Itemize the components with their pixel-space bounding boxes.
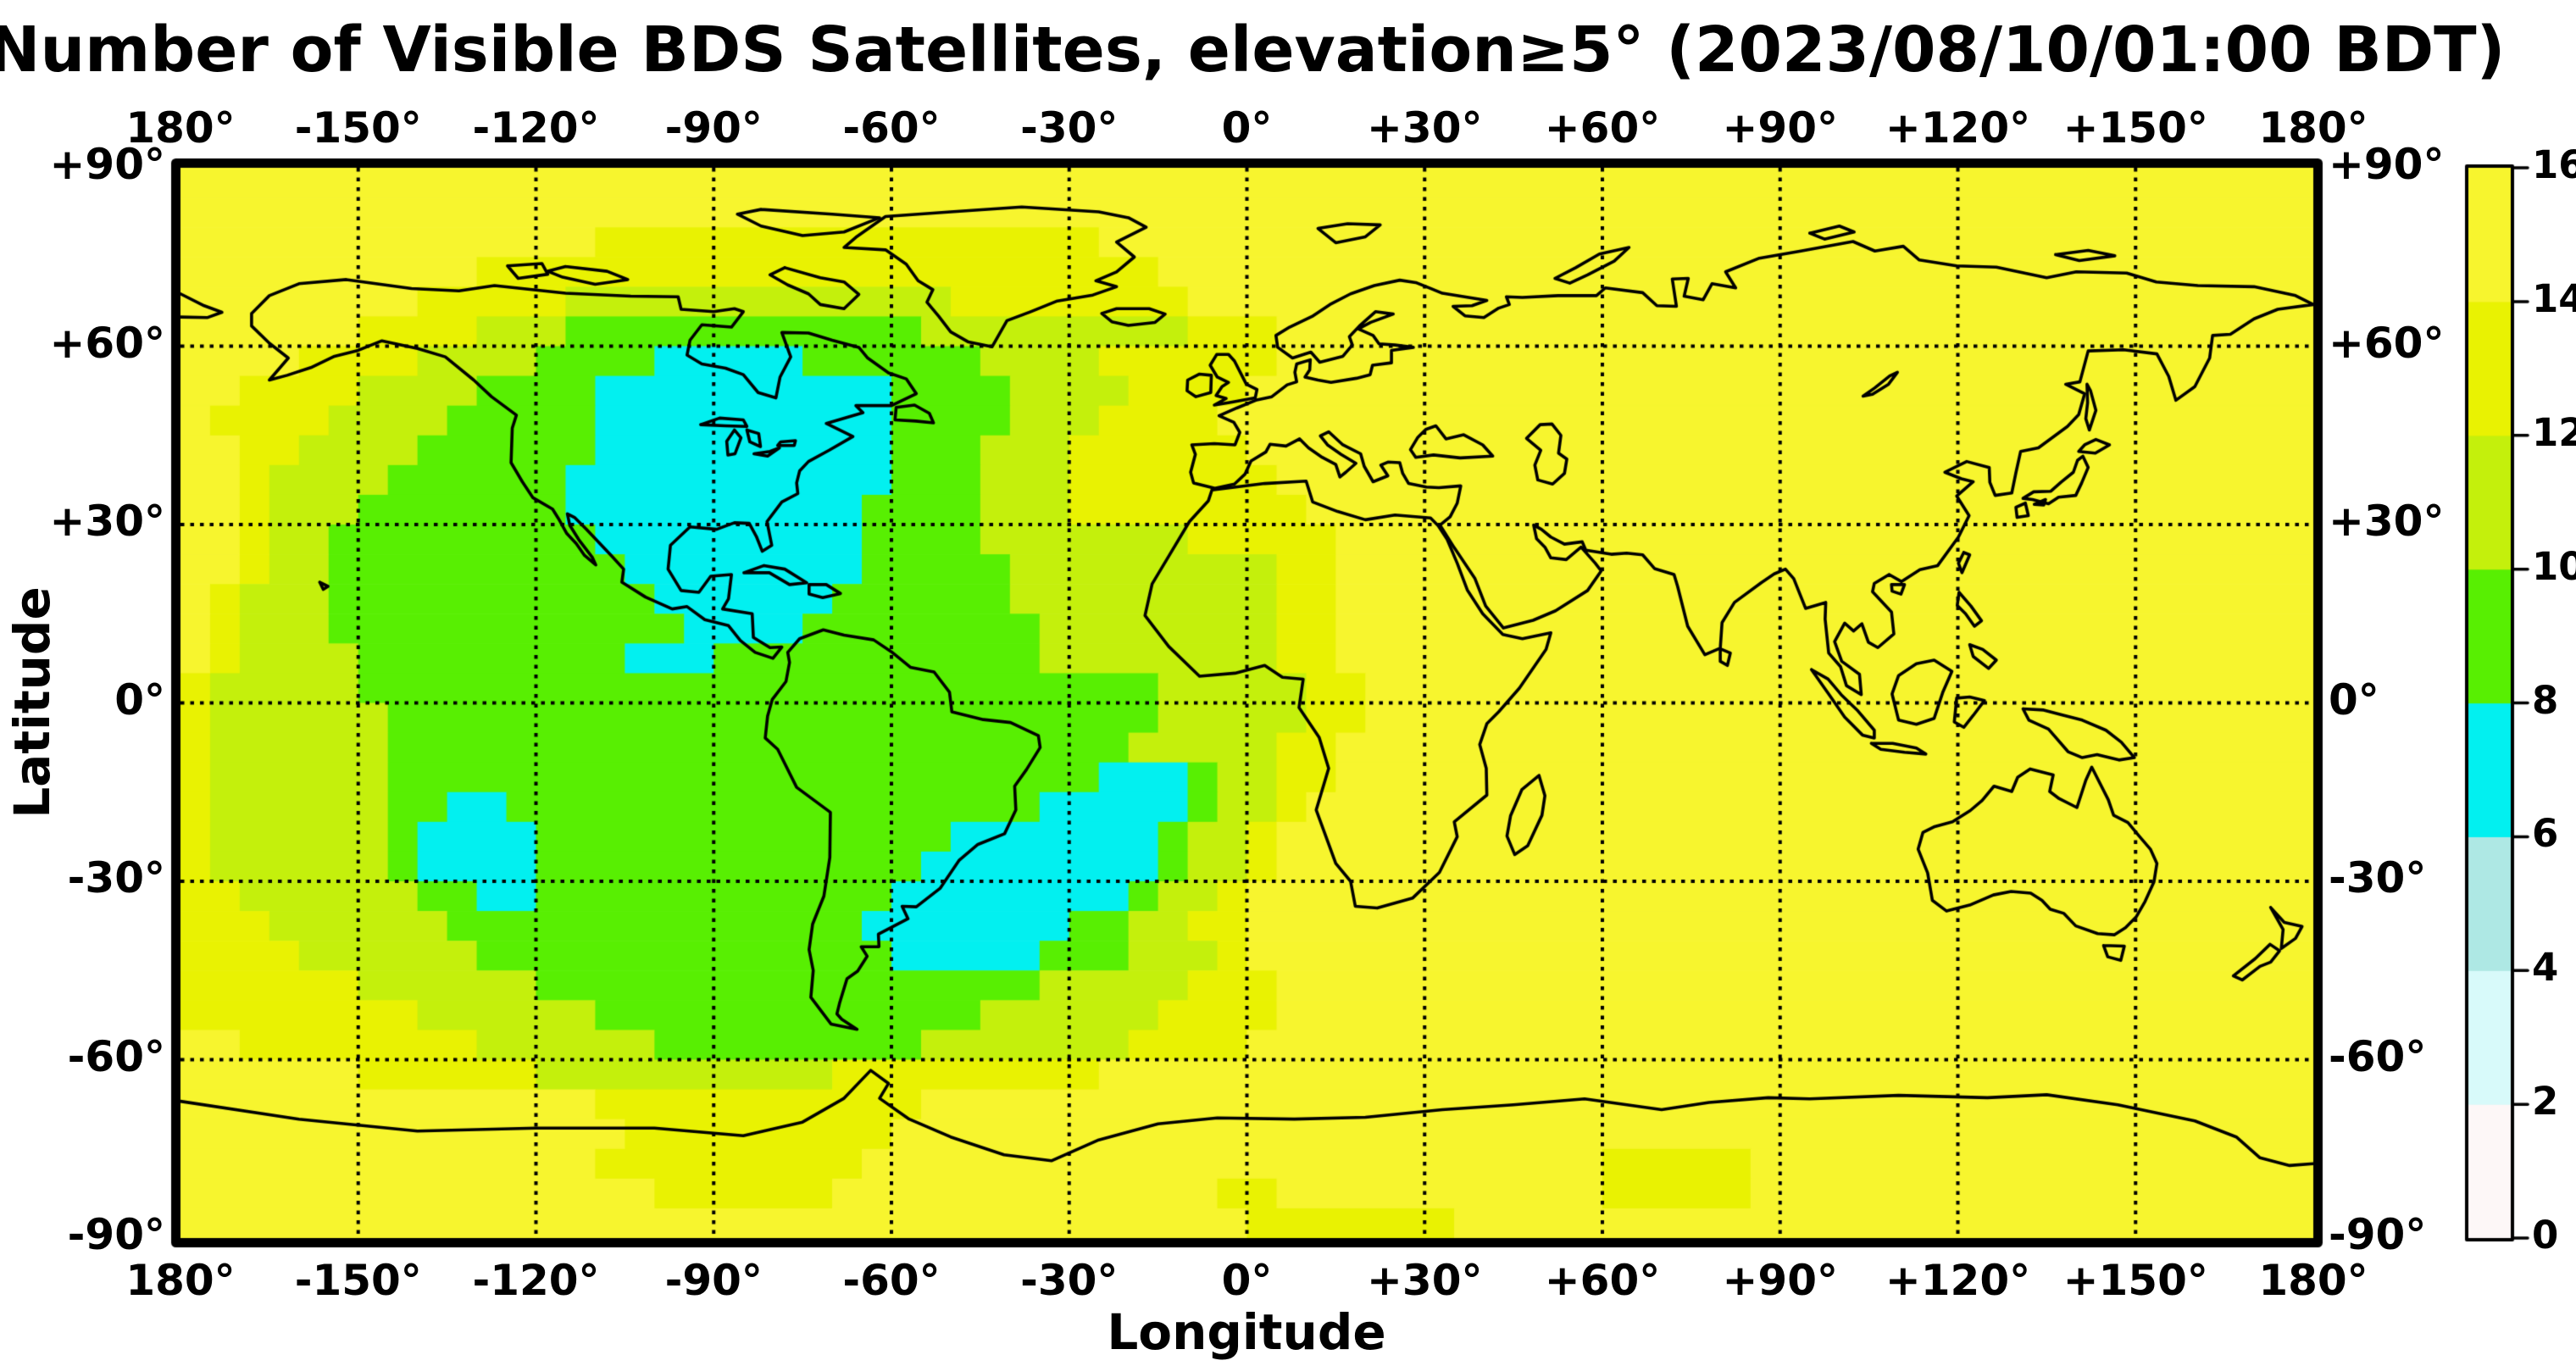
x-tick-label-bottom: 0°: [1221, 1256, 1273, 1305]
y-tick-label-left: +60°: [49, 318, 165, 368]
x-tick-label-bottom: 180°: [2258, 1256, 2368, 1305]
y-tick-label-right: -90°: [2329, 1210, 2427, 1259]
y-tick-label-left: -60°: [67, 1031, 165, 1081]
colorbar-tick-label: 10: [2532, 543, 2576, 589]
y-tick-label-right: -30°: [2329, 853, 2427, 902]
x-tick-label-top: +90°: [1722, 103, 1838, 153]
colorbar-tick-label: 14: [2532, 275, 2576, 321]
x-tick-label-top: +120°: [1885, 103, 2031, 153]
colorbar-tick-label: 0: [2532, 1213, 2559, 1258]
x-tick-label-top: +150°: [2062, 103, 2208, 153]
x-tick-label-top: -30°: [1020, 103, 1119, 153]
x-tick-label-bottom: +150°: [2062, 1256, 2208, 1305]
x-tick-label-top: 180°: [2258, 103, 2368, 153]
colorbar-tick-label: 2: [2532, 1079, 2559, 1124]
y-tick-label-left: 0°: [114, 675, 165, 725]
colorbar-tick-label: 16: [2532, 142, 2576, 187]
x-tick-label-bottom: 180°: [125, 1256, 236, 1305]
y-tick-label-right: 0°: [2329, 675, 2379, 725]
x-tick-label-top: 0°: [1221, 103, 1273, 153]
x-axis-title: Longitude: [1107, 1303, 1386, 1361]
colorbar-tick-label: 8: [2532, 677, 2559, 723]
x-tick-label-top: -90°: [664, 103, 763, 153]
x-tick-label-bottom: -150°: [294, 1256, 422, 1305]
y-tick-label-right: +90°: [2329, 140, 2445, 189]
x-tick-label-bottom: +120°: [1885, 1256, 2031, 1305]
x-tick-label-top: -60°: [842, 103, 941, 153]
x-tick-label-top: 180°: [125, 103, 236, 153]
y-tick-label-right: +60°: [2329, 318, 2445, 368]
y-tick-label-right: -60°: [2329, 1031, 2427, 1081]
x-tick-label-bottom: -30°: [1020, 1256, 1119, 1305]
x-tick-label-top: +30°: [1367, 103, 1483, 153]
colorbar-tick-label: 6: [2532, 811, 2559, 857]
x-tick-label-bottom: +90°: [1722, 1256, 1838, 1305]
y-tick-label-left: +30°: [49, 497, 165, 546]
x-tick-label-bottom: +60°: [1544, 1256, 1661, 1305]
x-tick-label-top: +60°: [1544, 103, 1661, 153]
x-tick-label-top: -120°: [472, 103, 600, 153]
x-tick-label-bottom: -60°: [842, 1256, 941, 1305]
x-tick-label-top: -150°: [294, 103, 422, 153]
x-tick-label-bottom: -120°: [472, 1256, 600, 1305]
colorbar-tick-label: 12: [2532, 409, 2576, 455]
y-tick-label-right: +30°: [2329, 497, 2445, 546]
y-tick-label-left: -90°: [67, 1210, 165, 1259]
x-tick-label-bottom: -90°: [664, 1256, 763, 1305]
x-tick-label-bottom: +30°: [1367, 1256, 1483, 1305]
y-tick-label-left: -30°: [67, 853, 165, 902]
chart-title: Number of Visible BDS Satellites, elevat…: [0, 14, 2506, 86]
y-tick-label-left: +90°: [49, 140, 165, 189]
colorbar-tick-label: 4: [2532, 945, 2559, 991]
